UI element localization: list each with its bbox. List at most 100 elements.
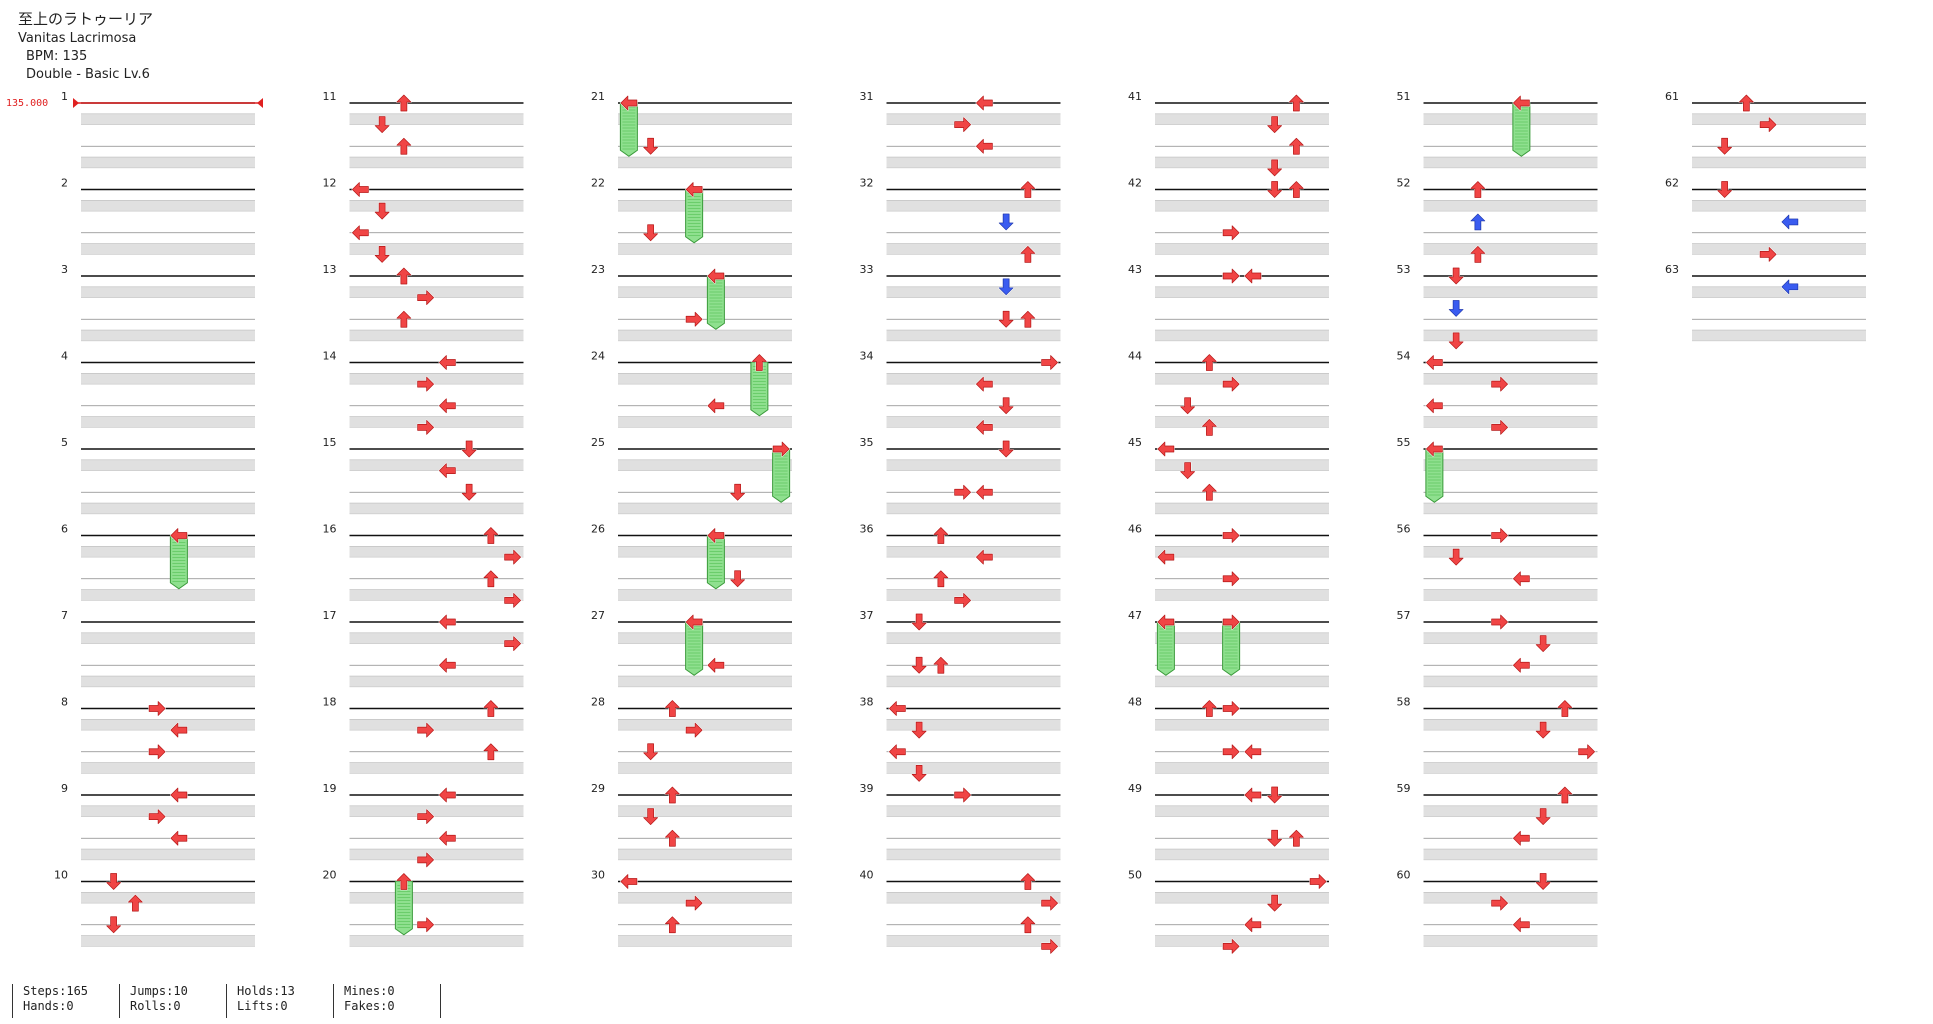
measure-number: 29 (591, 782, 605, 795)
arrow-down-icon (1535, 721, 1551, 739)
hold-body (1512, 102, 1531, 157)
song-artist: Vanitas Lacrimosa (18, 31, 137, 46)
arrow-down-icon (729, 483, 746, 502)
measure-number: 9 (61, 782, 68, 795)
arrow-left-icon (1157, 614, 1175, 630)
beat-band (1423, 200, 1598, 212)
arrow-down-icon (642, 223, 659, 242)
measure-2: 2 (61, 177, 255, 255)
arrow-down-icon (1266, 894, 1283, 912)
arrow-right-icon (1040, 354, 1059, 371)
measure-number: 2 (61, 177, 68, 190)
arrow-left-icon (707, 397, 725, 414)
beat-band (1692, 200, 1866, 212)
arrow-up-icon (1201, 483, 1218, 502)
arrow-left-icon (1425, 354, 1444, 371)
arrow-right-icon (416, 289, 435, 306)
measure-number: 33 (860, 263, 874, 276)
measure-62: 62 (1665, 177, 1866, 255)
arrow-left-icon (975, 138, 994, 155)
bpm-change-arrow (73, 98, 79, 108)
beat-band (349, 546, 524, 558)
arrow-left-icon (1244, 268, 1262, 284)
beat-band (886, 330, 1061, 341)
stat-holds: Holds:13 (237, 984, 295, 998)
measure-47: 47 (1128, 609, 1329, 688)
measure-number: 60 (1397, 869, 1411, 882)
beat-band (1692, 243, 1866, 255)
measure-17: 17 (323, 609, 524, 688)
beat-band (618, 200, 792, 212)
hold-body (1222, 621, 1241, 676)
beat-band (81, 459, 255, 471)
hold-body (1425, 448, 1444, 503)
measure-number: 58 (1397, 696, 1411, 709)
arrow-down-icon (105, 872, 122, 891)
measure-number: 13 (323, 263, 337, 276)
arrow-left-icon (351, 181, 370, 198)
arrow-down-icon (1266, 829, 1283, 848)
beat-band (1692, 113, 1866, 125)
measure-10: 10 (54, 869, 255, 947)
arrow-down-icon (1448, 548, 1464, 566)
measure-number: 56 (1397, 523, 1411, 536)
beat-band (618, 589, 792, 601)
arrow-up-icon (664, 915, 681, 934)
measure-25: 25 (591, 436, 792, 515)
measure-57: 57 (1397, 609, 1598, 688)
measure-number: 44 (1128, 350, 1142, 363)
measure-51: 51 (1397, 90, 1598, 169)
arrow-up-icon (664, 786, 681, 804)
measure-4: 4 (61, 350, 255, 428)
measure-number: 7 (61, 609, 68, 622)
arrow-right-icon (685, 311, 703, 328)
beat-band (81, 200, 255, 212)
arrow-right-icon (416, 419, 435, 436)
arrow-left-icon (1781, 279, 1799, 295)
arrow-right-icon (1490, 376, 1509, 392)
bpm-change-arrow (257, 98, 263, 108)
beat-band (618, 373, 792, 385)
measure-9: 9 (61, 782, 255, 861)
measure-52: 52 (1397, 177, 1598, 255)
measure-number: 4 (61, 350, 68, 363)
beat-band (618, 459, 792, 471)
beat-band (349, 200, 524, 212)
arrow-down-icon (642, 807, 659, 826)
beat-band (349, 935, 524, 947)
arrow-right-icon (1222, 614, 1240, 630)
measure-number: 36 (860, 523, 874, 536)
measure-number: 16 (323, 523, 337, 536)
arrow-down-icon (642, 742, 659, 761)
stat-mines-fakes: Mines:0 Fakes:0 (333, 984, 441, 1018)
arrow-left-icon (1781, 214, 1799, 230)
arrow-down-icon (642, 137, 659, 156)
measure-number: 19 (323, 782, 337, 795)
hold-body (685, 189, 704, 244)
beat-band (618, 762, 792, 774)
beat-band (1423, 416, 1598, 428)
stat-jumps-rolls: Jumps:10 Rolls:0 (119, 984, 226, 1018)
measure-number: 27 (591, 609, 605, 622)
measure-number: 1 (61, 90, 68, 103)
beat-band (349, 286, 524, 298)
arrow-left-icon (170, 722, 188, 738)
beat-band (81, 286, 255, 298)
measure-11: 11 (323, 90, 524, 169)
beat-band (1155, 546, 1329, 558)
beat-band (1155, 632, 1329, 644)
arrow-left-icon (1425, 397, 1444, 414)
beat-band (886, 157, 1061, 168)
measure-59: 59 (1397, 782, 1598, 861)
arrow-down-icon (1535, 807, 1551, 826)
beat-band (81, 503, 255, 514)
hold-body (706, 535, 725, 590)
measure-42: 42 (1128, 177, 1329, 255)
beat-band (349, 157, 524, 168)
arrow-down-icon (729, 569, 746, 588)
stat-hands: Hands:0 (23, 999, 74, 1013)
measure-6: 6 (61, 523, 255, 601)
measure-number: 28 (591, 696, 605, 709)
measure-28: 28 (591, 696, 792, 774)
arrow-right-icon (1490, 895, 1509, 911)
